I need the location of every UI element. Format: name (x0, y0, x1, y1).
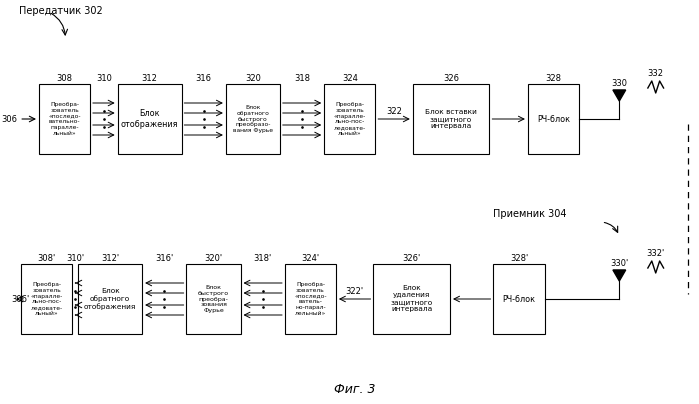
Text: 330: 330 (612, 79, 627, 88)
Text: 326': 326' (403, 254, 421, 263)
Text: 328: 328 (545, 74, 561, 83)
Text: 306: 306 (1, 114, 17, 124)
Text: Блок
обратного
быстрого
преобразо-
вания Фурье: Блок обратного быстрого преобразо- вания… (233, 105, 273, 133)
FancyBboxPatch shape (226, 84, 280, 154)
Polygon shape (613, 90, 626, 101)
Polygon shape (613, 270, 626, 281)
Text: 320': 320' (204, 254, 222, 263)
FancyBboxPatch shape (412, 84, 489, 154)
Text: 326: 326 (443, 74, 459, 83)
Text: 328': 328' (510, 254, 528, 263)
Text: Блок
отображения: Блок отображения (121, 109, 178, 129)
Text: 310: 310 (96, 74, 112, 83)
Text: Блок
быстрого
преобра-
зования
Фурье: Блок быстрого преобра- зования Фурье (198, 285, 229, 313)
Text: 322': 322' (345, 287, 363, 296)
FancyBboxPatch shape (493, 264, 545, 334)
Text: 324: 324 (342, 74, 358, 83)
Text: РЧ-блок: РЧ-блок (537, 114, 570, 124)
Text: 308: 308 (57, 74, 73, 83)
Text: Преобра-
зователь
«паралле-
льно-пос-
ледовате-
льный»: Преобра- зователь «паралле- льно-пос- ле… (333, 102, 366, 136)
Text: Приемник 304: Приемник 304 (493, 209, 567, 219)
Text: 310': 310' (66, 254, 85, 263)
FancyBboxPatch shape (117, 84, 182, 154)
Text: 316': 316' (155, 254, 173, 263)
Text: 318': 318' (254, 254, 272, 263)
Text: Преобра-
зователь
«паралле-
льно-пос-
ледовате-
льный»: Преобра- зователь «паралле- льно-пос- ле… (31, 282, 63, 316)
FancyBboxPatch shape (187, 264, 240, 334)
FancyBboxPatch shape (39, 84, 90, 154)
Text: Блок
обратного
отображения: Блок обратного отображения (84, 288, 136, 310)
Text: Преобра-
зователь
«последо-
ватель-
но-парал-
лельный»: Преобра- зователь «последо- ватель- но-п… (294, 282, 326, 316)
Text: Блок
удаления
защитного
интервала: Блок удаления защитного интервала (391, 286, 433, 313)
Text: 306': 306' (11, 295, 29, 303)
Text: Блок вставки
защитного
интервала: Блок вставки защитного интервала (425, 109, 477, 129)
Text: 318: 318 (294, 74, 310, 83)
FancyBboxPatch shape (528, 84, 579, 154)
Text: Передатчик 302: Передатчик 302 (19, 6, 103, 16)
Text: Преобра-
зователь
«последо-
вательно-
паралле-
льный»: Преобра- зователь «последо- вательно- па… (48, 102, 80, 136)
FancyBboxPatch shape (78, 264, 142, 334)
Text: 330': 330' (610, 259, 628, 268)
Text: 332': 332' (647, 249, 665, 258)
FancyBboxPatch shape (373, 264, 450, 334)
Text: 332: 332 (648, 69, 664, 78)
Text: РЧ-блок: РЧ-блок (503, 295, 535, 303)
Text: 312: 312 (142, 74, 157, 83)
Text: 316: 316 (196, 74, 212, 83)
Text: 324': 324' (301, 254, 319, 263)
Text: Фиг. 3: Фиг. 3 (334, 383, 375, 396)
FancyBboxPatch shape (284, 264, 336, 334)
Text: 320: 320 (245, 74, 261, 83)
Text: 308': 308' (38, 254, 56, 263)
FancyBboxPatch shape (21, 264, 72, 334)
FancyBboxPatch shape (324, 84, 375, 154)
Text: 322: 322 (386, 107, 402, 116)
Text: 312': 312' (101, 254, 120, 263)
